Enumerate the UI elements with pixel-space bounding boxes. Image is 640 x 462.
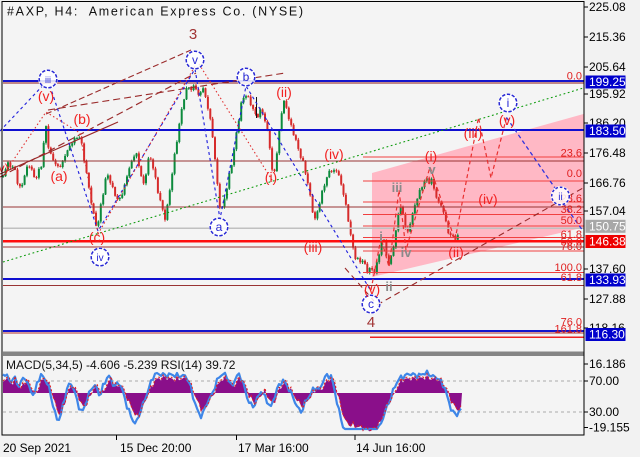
svg-text:iv: iv — [401, 245, 413, 260]
svg-text:(ii): (ii) — [448, 244, 464, 260]
svg-text:MACD(5,34,5) -4.606 -5.239 RSI: MACD(5,34,5) -4.606 -5.239 RSI(14) 39.72 — [6, 358, 236, 372]
svg-text:#AXP, H4: American Express Co: #AXP, H4: American Express Co. (NYSE) — [7, 5, 305, 19]
svg-text:a: a — [216, 220, 223, 234]
svg-text:(v): (v) — [364, 281, 380, 297]
svg-text:0.0: 0.0 — [567, 71, 582, 83]
svg-text:(v): (v) — [38, 88, 54, 104]
svg-text:(i): (i) — [265, 169, 277, 185]
svg-text:(c): (c) — [89, 229, 105, 245]
svg-text:76.0: 76.0 — [561, 317, 582, 329]
svg-text:127.88: 127.88 — [589, 292, 626, 306]
svg-text:(a): (a) — [50, 168, 67, 184]
svg-text:166.76: 166.76 — [589, 176, 626, 190]
svg-text:38.2: 38.2 — [561, 204, 582, 216]
svg-text:v: v — [192, 53, 198, 67]
svg-text:3: 3 — [189, 26, 197, 43]
svg-text:225.08: 225.08 — [589, 0, 626, 14]
svg-text:133.93: 133.93 — [589, 273, 626, 287]
svg-text:iii: iii — [392, 180, 403, 195]
svg-text:100.0: 100.0 — [554, 262, 582, 274]
svg-text:(b): (b) — [73, 111, 90, 127]
svg-text:0.0: 0.0 — [567, 168, 582, 180]
svg-text:70.00: 70.00 — [589, 374, 619, 388]
svg-text:iii: iii — [45, 75, 51, 85]
svg-text:c: c — [368, 297, 374, 311]
svg-text:215.36: 215.36 — [589, 30, 626, 44]
svg-text:176.48: 176.48 — [589, 146, 626, 160]
svg-text:b: b — [243, 70, 250, 84]
svg-text:205.64: 205.64 — [589, 60, 626, 74]
svg-text:137.60: 137.60 — [589, 262, 626, 276]
svg-text:(ii): (ii) — [276, 84, 292, 100]
svg-text:v: v — [428, 162, 436, 177]
svg-text:i: i — [507, 96, 510, 110]
svg-text:146.38: 146.38 — [589, 235, 626, 249]
svg-text:150.75: 150.75 — [589, 219, 626, 233]
svg-text:(iii): (iii) — [464, 125, 483, 141]
svg-text:20 Sep 2021: 20 Sep 2021 — [3, 441, 71, 455]
svg-text:ii: ii — [558, 192, 562, 203]
svg-text:17 Mar 16:00: 17 Mar 16:00 — [238, 441, 309, 455]
svg-text:195.92: 195.92 — [589, 87, 626, 101]
svg-text:(v): (v) — [499, 112, 515, 128]
svg-text:(iii): (iii) — [304, 239, 323, 255]
svg-text:183.50: 183.50 — [589, 124, 626, 138]
svg-text:14 Jun 16:00: 14 Jun 16:00 — [356, 441, 426, 455]
svg-text:50.0: 50.0 — [561, 237, 582, 249]
svg-text:ii: ii — [385, 279, 392, 294]
svg-text:16.186: 16.186 — [589, 357, 626, 371]
svg-text:(i): (i) — [425, 148, 437, 164]
svg-text:61.8: 61.8 — [561, 272, 582, 284]
svg-text:116.30: 116.30 — [589, 328, 625, 342]
svg-text:30.00: 30.00 — [589, 405, 619, 419]
svg-text:23.6: 23.6 — [561, 148, 582, 160]
svg-text:(iv): (iv) — [0, 161, 9, 175]
svg-text:15 Dec 20:00: 15 Dec 20:00 — [120, 441, 192, 455]
svg-text:199.25: 199.25 — [589, 75, 626, 89]
svg-text:i: i — [379, 229, 383, 244]
svg-text:4: 4 — [367, 314, 375, 331]
svg-text:61.8: 61.8 — [561, 229, 582, 241]
svg-text:50.0: 50.0 — [561, 215, 582, 227]
svg-text:iv: iv — [96, 253, 103, 264]
svg-text:76.0: 76.0 — [561, 241, 582, 253]
svg-text:(iv): (iv) — [478, 191, 497, 207]
svg-text:(iv): (iv) — [324, 146, 343, 162]
svg-text:161.8: 161.8 — [554, 324, 582, 336]
svg-text:157.04: 157.04 — [589, 204, 626, 218]
svg-text:-19.155: -19.155 — [589, 421, 630, 435]
